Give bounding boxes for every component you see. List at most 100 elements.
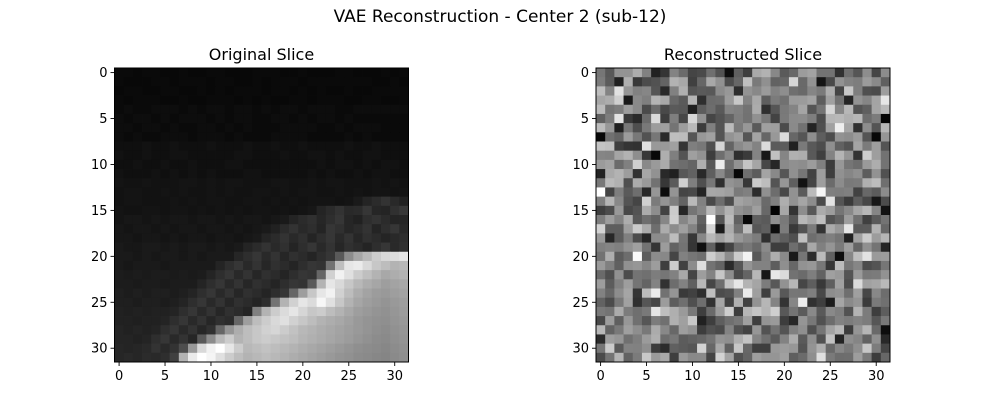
heatmap-cell [596, 224, 606, 234]
heatmap-cell [798, 150, 808, 161]
heatmap-cell [344, 196, 354, 207]
heatmap-cell [651, 343, 661, 354]
heatmap-cell [371, 86, 382, 96]
heatmap-cell [724, 260, 735, 271]
heatmap-cell [335, 141, 345, 152]
heatmap-cell [160, 242, 171, 253]
heatmap-cell [724, 205, 735, 216]
heatmap-cell [715, 68, 726, 78]
heatmap-cell [770, 178, 781, 188]
heatmap-cell [743, 288, 753, 299]
heatmap-cell [316, 306, 327, 317]
heatmap-cell [371, 306, 382, 317]
heatmap-cell [871, 224, 882, 234]
heatmap-cell [206, 95, 216, 106]
heatmap-cell [715, 325, 726, 335]
heatmap-cell [605, 141, 615, 152]
heatmap-cell [335, 343, 345, 354]
x-ticks-reconstructed: 0 5 10 15 20 25 30 [596, 362, 884, 384]
heatmap-cell [834, 150, 845, 161]
heatmap-cell [660, 279, 670, 289]
heatmap-cell [770, 251, 781, 262]
heatmap-cell [651, 325, 661, 335]
heatmap-cell [632, 150, 643, 161]
heatmap-cell [724, 196, 735, 207]
heatmap-cell [197, 77, 207, 87]
heatmap-cell [844, 150, 854, 161]
heatmap-cell [325, 132, 336, 142]
heatmap-cell [678, 251, 689, 262]
heatmap-cell [169, 288, 180, 299]
heatmap-cell [197, 224, 207, 234]
heatmap-cell [880, 270, 891, 280]
x-tick-label: 0 [115, 369, 123, 384]
heatmap-cell [596, 141, 606, 152]
heatmap-cell [816, 104, 827, 115]
heatmap-cell [798, 86, 808, 96]
heatmap-cell [697, 334, 707, 345]
heatmap-cell [316, 242, 327, 253]
heatmap-cell [880, 68, 891, 78]
heatmap-cell [123, 297, 134, 308]
heatmap-cell [687, 150, 698, 161]
heatmap-cell [715, 132, 726, 142]
heatmap-cell [770, 343, 781, 354]
heatmap-cell [605, 352, 615, 363]
heatmap-cell [632, 141, 643, 152]
heatmap-cell [614, 242, 624, 253]
heatmap-cell [669, 104, 680, 115]
heatmap-cell [871, 352, 882, 363]
heatmap-cell [733, 205, 744, 216]
heatmap-cell [834, 288, 845, 299]
heatmap-cell [298, 169, 308, 179]
heatmap-cell [178, 288, 189, 299]
heatmap-cell [289, 104, 299, 115]
heatmap-cell [114, 159, 125, 170]
heatmap-cell [733, 251, 744, 262]
heatmap-cell [233, 150, 244, 161]
heatmap-cell [724, 316, 735, 326]
heatmap-cell [862, 215, 873, 225]
heatmap-cell [632, 86, 643, 96]
heatmap-cell [816, 187, 827, 198]
heatmap-cell [279, 242, 290, 253]
heatmap-cell [132, 343, 143, 354]
heatmap-cell [651, 77, 661, 87]
heatmap-cell [623, 123, 634, 133]
heatmap-cell [743, 251, 753, 262]
heatmap-cell [344, 242, 354, 253]
heatmap-cell [206, 297, 216, 308]
heatmap-cell [151, 325, 161, 335]
heatmap-cell [233, 132, 244, 142]
heatmap-cell [697, 159, 707, 170]
heatmap-cell [660, 224, 670, 234]
heatmap-cell [632, 288, 643, 299]
heatmap-cell [123, 159, 134, 170]
heatmap-cell [233, 233, 244, 243]
y-tick-label: 15 [91, 204, 108, 219]
heatmap-cell [298, 334, 308, 345]
heatmap-cell [844, 215, 854, 225]
heatmap-cell [798, 104, 808, 115]
heatmap-cell [215, 334, 226, 345]
y-tick-label: 25 [572, 296, 589, 311]
heatmap-cell [807, 279, 817, 289]
heatmap-cell [142, 297, 152, 308]
heatmap-cell [641, 104, 652, 115]
heatmap-cell [706, 270, 716, 280]
heatmap-cell [761, 343, 771, 354]
heatmap-cell [160, 169, 171, 179]
heatmap-cell [380, 334, 391, 345]
heatmap-cells-original [114, 68, 409, 363]
heatmap-cell [279, 178, 290, 188]
heatmap-cell [605, 205, 615, 216]
heatmap-cell [151, 260, 161, 271]
heatmap-cell [816, 325, 827, 335]
heatmap-cell [807, 113, 817, 124]
heatmap-cell [169, 104, 180, 115]
heatmap-cell [399, 159, 409, 170]
heatmap-cell [160, 316, 171, 326]
heatmap-cell [862, 242, 873, 253]
heatmap-cell [862, 77, 873, 87]
heatmap-cell [316, 132, 327, 142]
